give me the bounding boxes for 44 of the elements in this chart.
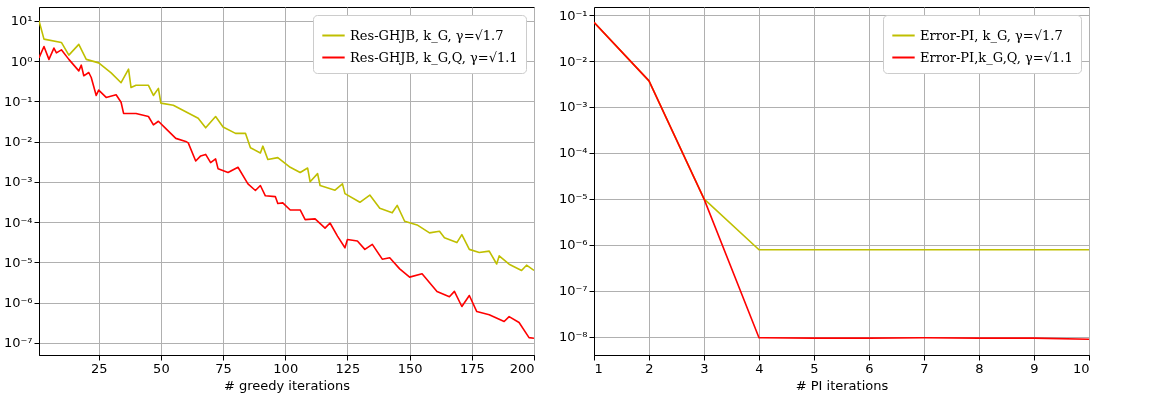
y-tick-label: 10⁻³ <box>3 174 33 190</box>
y-tick-label: 10⁻⁵ <box>3 254 33 270</box>
x-tick-label: 5 <box>810 360 819 376</box>
x-tick-label: 25 <box>90 360 108 376</box>
x-axis-title: # greedy iterations <box>223 377 351 393</box>
x-tick-label: 9 <box>1030 360 1039 376</box>
line-series <box>39 19 534 272</box>
y-tick-label: 10⁻⁵ <box>558 191 588 207</box>
legend-label: Error-PI,k_G,Q, γ=√1.1 <box>920 49 1073 65</box>
y-tick-label: 10⁻⁴ <box>3 214 33 230</box>
y-tick-label: 10⁻⁶ <box>3 295 33 311</box>
y-tick-label: 10⁻¹ <box>558 7 588 23</box>
y-tick-label: 10⁰ <box>10 53 33 69</box>
legend-label: Res-GHJB, k_G, γ=√1.7 <box>350 27 504 43</box>
x-tick-label: 125 <box>335 360 361 376</box>
x-tick-label: 75 <box>215 360 232 376</box>
y-tick-label: 10⁻¹ <box>3 93 33 109</box>
x-tick-label: 8 <box>975 360 984 376</box>
line-series <box>39 45 534 340</box>
legend-label: Error-PI, k_G, γ=√1.7 <box>920 27 1063 43</box>
x-tick-label: 3 <box>700 360 709 376</box>
legend-label: Res-GHJB, k_G,Q, γ=√1.1 <box>350 49 518 65</box>
y-tick-label: 10⁻² <box>558 53 588 69</box>
x-tick-label: 6 <box>865 360 874 376</box>
line-series <box>594 21 1089 341</box>
y-tick-label: 10⁻⁸ <box>558 329 588 345</box>
y-tick-label: 10⁻⁷ <box>558 283 588 299</box>
x-tick-label: 100 <box>273 360 299 376</box>
y-tick-label: 10⁻⁴ <box>558 145 588 161</box>
y-tick-label: 10⁻³ <box>558 99 588 115</box>
x-tick-label: 1 <box>594 360 603 376</box>
y-tick-label: 10⁻² <box>3 134 33 150</box>
x-tick-label: 175 <box>459 360 485 376</box>
x-axis-title: # PI iterations <box>795 377 889 393</box>
x-tick-label: 200 <box>509 360 535 376</box>
y-tick-label: 10⁻⁶ <box>558 237 588 253</box>
x-tick-label: 10 <box>1072 360 1090 376</box>
x-tick-label: 150 <box>397 360 423 376</box>
y-tick-label: 10¹ <box>10 13 33 29</box>
x-tick-label: 4 <box>755 360 764 376</box>
x-tick-label: 50 <box>153 360 170 376</box>
x-tick-label: 7 <box>920 360 929 376</box>
y-tick-label: 10⁻⁷ <box>3 335 33 351</box>
x-tick-label: 2 <box>645 360 654 376</box>
